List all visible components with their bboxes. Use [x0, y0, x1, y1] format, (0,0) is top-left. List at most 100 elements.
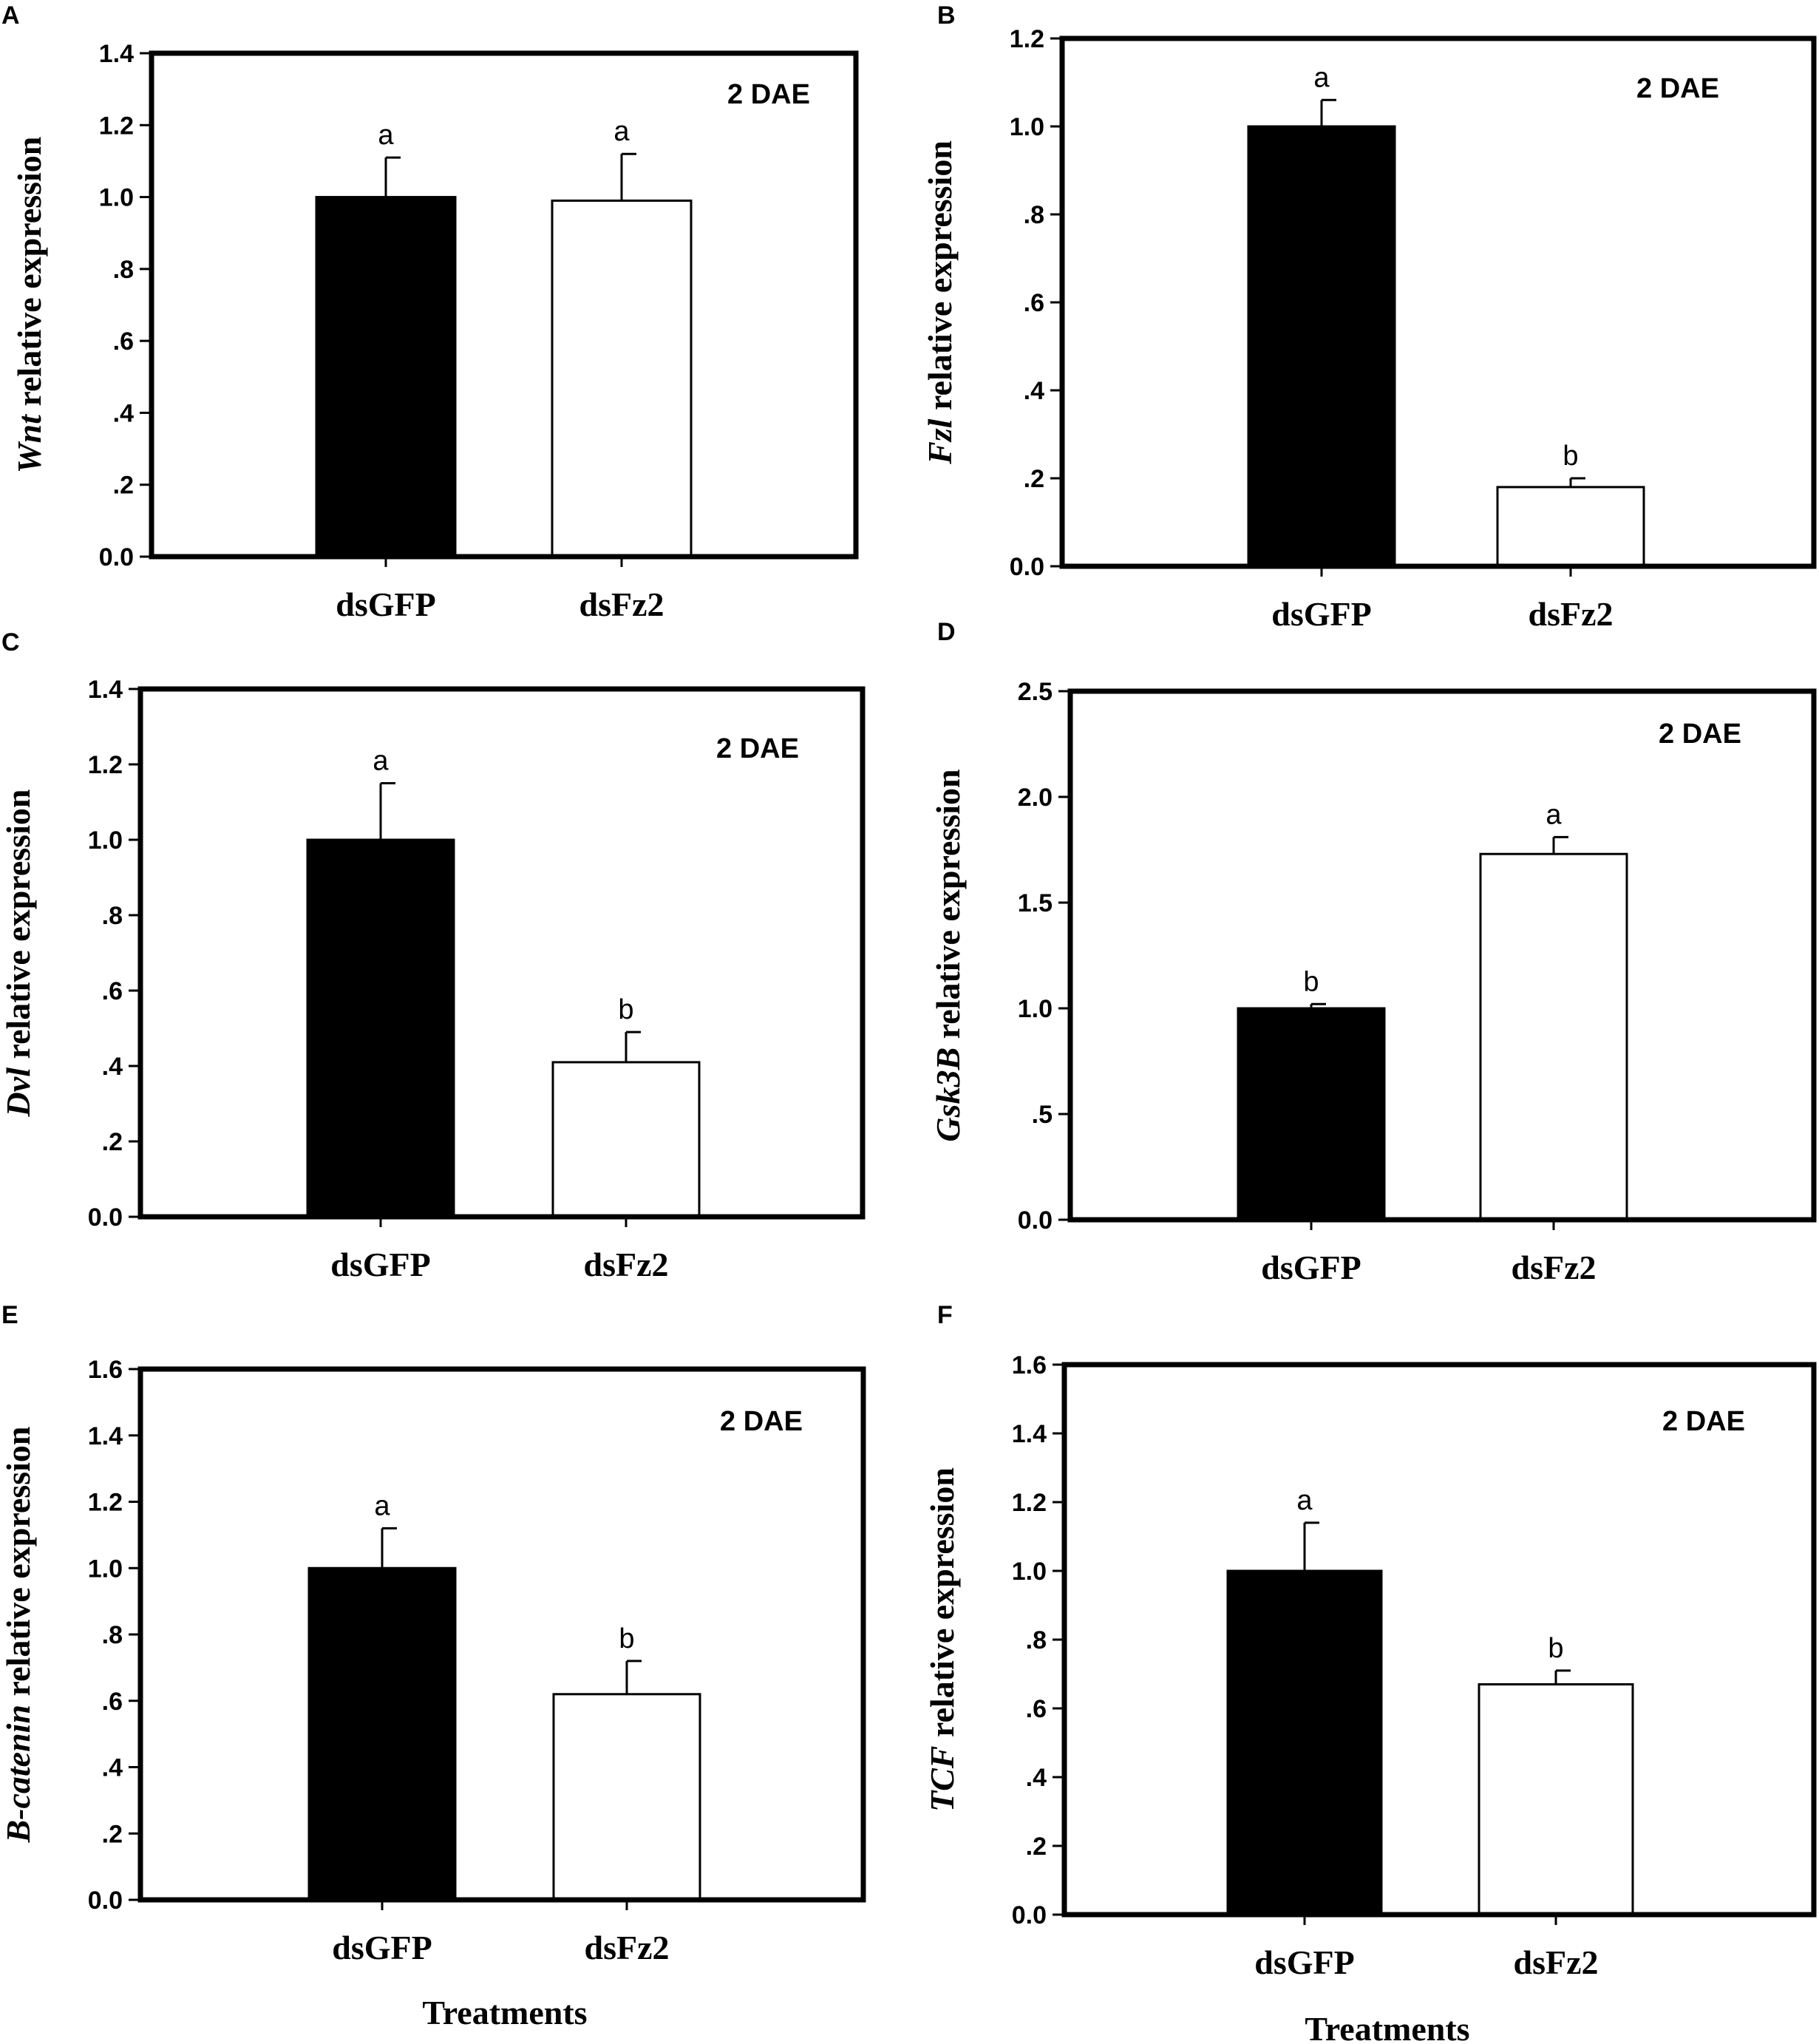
y-tick-label: .2 — [102, 1820, 123, 1848]
annotation: 2 DAE — [727, 79, 810, 110]
category-label: dsGFP — [1254, 1943, 1354, 1981]
annotation: 2 DAE — [1662, 1406, 1745, 1437]
y-tick-label: .6 — [102, 977, 123, 1005]
y-axis-label-rest: relative expression — [0, 1426, 37, 1704]
plot-frame — [1059, 35, 1817, 569]
y-tick-label: .8 — [102, 1621, 123, 1649]
bar-dsfz2 — [1496, 486, 1645, 568]
category-label: dsGFP — [332, 1929, 432, 1966]
y-axis-label: Fzl relative expression — [921, 140, 959, 465]
y-tick-label: 2.5 — [1018, 678, 1053, 706]
y-tick-label: 0.0 — [1018, 1206, 1053, 1235]
significance-letter: a — [378, 120, 394, 151]
y-tick-label: 1.4 — [88, 676, 123, 704]
y-tick-label: .2 — [113, 472, 134, 500]
bar-dsgfp — [307, 1566, 457, 1901]
y-tick-label: 0.0 — [88, 1887, 123, 1915]
y-tick-label: .4 — [102, 1053, 123, 1081]
y-axis-gene-name: B-catenin — [0, 1705, 37, 1844]
y-tick-label: .6 — [113, 327, 134, 356]
y-tick-label: 1.0 — [88, 826, 123, 855]
panel-letter: A — [1, 1, 20, 30]
plot-frame — [137, 686, 866, 1220]
significance-letter: a — [613, 116, 630, 147]
category-label: dsFz2 — [585, 1929, 670, 1966]
y-tick-label: 1.2 — [1012, 1489, 1047, 1517]
y-axis-label-rest: relative expression — [923, 1467, 961, 1745]
y-tick-label: 1.4 — [1012, 1420, 1047, 1448]
y-tick-label: .5 — [1032, 1101, 1053, 1129]
category-label: dsFz2 — [1514, 1943, 1599, 1981]
y-tick-label: .4 — [1024, 377, 1044, 405]
y-tick-label: 1.6 — [1012, 1351, 1047, 1379]
y-tick-label: .6 — [1024, 289, 1044, 317]
bar-dsgfp — [1237, 1007, 1386, 1221]
y-tick-label: 1.0 — [1012, 1558, 1047, 1586]
y-tick-label: .6 — [1026, 1695, 1047, 1723]
annotation: 2 DAE — [1659, 719, 1741, 750]
y-tick-label: 2.0 — [1018, 784, 1053, 812]
plot-frame — [149, 50, 859, 560]
y-tick-label: 0.0 — [99, 543, 134, 571]
y-tick-label: 1.0 — [1018, 995, 1053, 1023]
panel-e: Ea dsGFP b dsFz2 0.0 .2 .4 .6 .8 1.0 1.2 1.4 1.6 B-ca… — [0, 1301, 866, 2031]
panel-f: Fa dsGFP b dsFz2 0.0 .2 .4 .6 .8 1.0 1.2 1.4 1.6 TCF … — [923, 1301, 1817, 2044]
y-axis-gene-name: Gsk3B — [929, 1048, 967, 1142]
plot-frame — [137, 1366, 866, 1903]
y-tick-label: 0.0 — [88, 1203, 123, 1232]
panel-c: Ca dsGFP b dsFz2 0.0 .2 .4 .6 .8 1.0 1.2 1.4 Dvl rel… — [0, 628, 866, 1283]
significance-letter: b — [1548, 1633, 1563, 1664]
y-tick-label: 1.2 — [1010, 25, 1044, 53]
y-tick-label: .2 — [1026, 1833, 1047, 1861]
panel-letter: C — [1, 628, 20, 656]
y-tick-label: .8 — [1024, 201, 1044, 229]
y-axis-label-rest: relative expression — [929, 769, 967, 1047]
x-axis-title: Treatments — [1305, 2010, 1469, 2044]
bar-dsfz2 — [1478, 1683, 1634, 1916]
y-tick-label: 0.0 — [1012, 1901, 1047, 1929]
y-tick-label: .4 — [1026, 1764, 1047, 1792]
plot-frame — [1067, 688, 1817, 1223]
y-axis-gene-name: TCF — [923, 1746, 961, 1812]
category-label: dsGFP — [336, 585, 435, 623]
bar-dsgfp — [1247, 125, 1396, 568]
annotation: 2 DAE — [720, 1406, 803, 1437]
y-tick-label: 1.2 — [99, 112, 134, 140]
category-label: dsFz2 — [1529, 595, 1614, 633]
panel-letter: E — [1, 1301, 18, 1329]
significance-letter: a — [373, 746, 389, 777]
significance-letter: b — [1563, 441, 1578, 472]
y-axis-gene-name: Dvl — [0, 1067, 37, 1118]
panel-a: Aa dsGFP a dsFz2 0.0 .2 .4 .6 .8 1.0 1.2 1.4 Wnt rel… — [1, 1, 859, 623]
y-axis-label: TCF relative expression — [923, 1467, 961, 1812]
plot-frame — [1061, 1362, 1817, 1918]
y-axis-label: Gsk3B relative expression — [929, 769, 967, 1141]
y-tick-label: 1.0 — [1010, 113, 1044, 141]
y-tick-label: .8 — [113, 256, 134, 284]
y-tick-label: .2 — [102, 1128, 123, 1156]
y-tick-label: 1.0 — [88, 1555, 123, 1583]
bar-dsfz2 — [552, 1693, 701, 1901]
category-label: dsFz2 — [1512, 1249, 1597, 1286]
bar-dsfz2 — [1479, 852, 1628, 1221]
y-tick-label: 1.4 — [99, 40, 134, 68]
y-tick-label: 1.2 — [88, 751, 123, 779]
significance-letter: b — [618, 994, 633, 1025]
y-axis-label-rest: relative expression — [10, 137, 48, 415]
significance-letter: a — [1546, 799, 1562, 830]
bar-dsgfp — [306, 838, 455, 1218]
panel-b: Ba dsGFP b dsFz2 0.0 .2 .4 .6 .8 1.0 1.2 Fzl relati… — [921, 1, 1817, 633]
category-label: dsFz2 — [584, 1246, 669, 1283]
bar-dsfz2 — [551, 1061, 701, 1218]
y-tick-label: .6 — [102, 1688, 123, 1716]
significance-letter: b — [619, 1623, 634, 1654]
y-tick-label: .4 — [102, 1754, 123, 1782]
panel-letter: D — [937, 618, 956, 646]
y-axis-label: Wnt relative expression — [10, 137, 48, 474]
significance-letter: a — [1296, 1485, 1313, 1516]
y-tick-label: 1.4 — [88, 1422, 123, 1450]
y-tick-label: .4 — [113, 399, 134, 427]
y-axis-gene-name: Wnt — [10, 414, 48, 473]
y-tick-label: 0.0 — [1010, 553, 1044, 581]
